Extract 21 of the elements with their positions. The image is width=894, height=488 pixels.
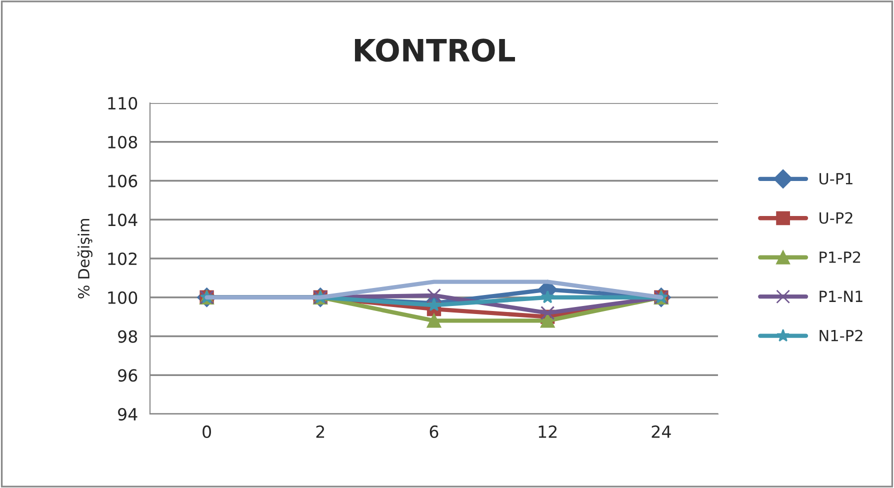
y-tick-label: 100 [108,291,138,304]
y-tick-label: 102 [108,252,137,266]
y-axis-title: % Değişim [77,219,92,298]
y-tick-label: 108 [108,136,138,148]
legend-label: U-P1 [820,173,852,184]
x-tick-label: 24 [652,425,671,438]
y-tick-label: 110 [108,96,138,110]
y-tick-label: 104 [108,214,138,226]
y-tick-label: 98 [118,330,138,343]
x-tick-label: 2 [316,425,324,438]
x-tick-label: 6 [430,425,438,438]
x-tick-label: 12 [538,425,557,438]
x-tick-label: 0 [202,425,211,438]
legend-label: P1-N1 [820,290,862,302]
y-tick-label: 94 [118,408,138,421]
chart-title: KONTROL [354,38,515,62]
y-tick-label: 96 [118,369,138,382]
y-tick-label: 106 [108,174,138,188]
legend-label: P1-P2 [820,251,860,263]
legend-label: N1-P2 [820,330,862,342]
legend-label: U-P2 [820,212,852,224]
